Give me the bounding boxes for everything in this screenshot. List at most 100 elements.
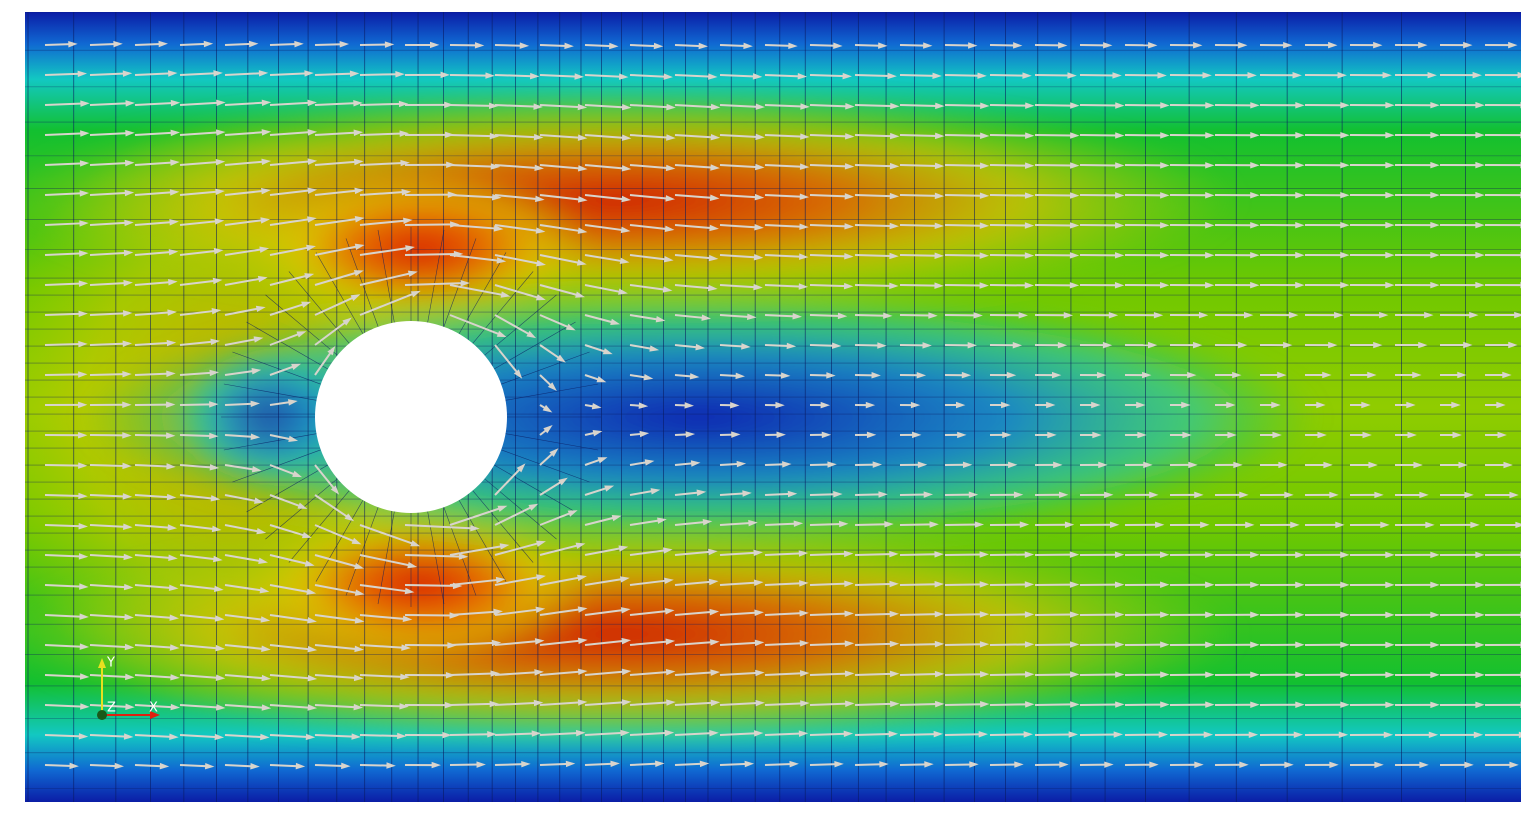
flow-arrow-head (123, 553, 134, 561)
flow-arrow-head (619, 257, 630, 264)
flow-arrow-head (78, 432, 88, 439)
flow-arrow (584, 344, 607, 353)
flow-arrow (629, 104, 669, 109)
flow-arrows (44, 40, 1521, 770)
flow-arrow-head (1412, 371, 1422, 379)
flow-arrow-head (1458, 461, 1468, 469)
flow-arrow-head (1329, 761, 1339, 769)
flow-arrow-head (820, 401, 831, 409)
flow-arrow (89, 674, 128, 679)
flow-arrow-head (123, 583, 134, 591)
flow-arrow (449, 254, 500, 262)
flow-arrow-head (1198, 311, 1209, 319)
flow-arrow-head (890, 102, 900, 110)
flow-arrow-head (1329, 491, 1339, 499)
flow-arrow-head (292, 470, 303, 478)
flow-arrow-head (354, 216, 365, 223)
flow-arrow (764, 74, 801, 78)
flow-arrow (629, 670, 669, 676)
flow-arrow-head (1250, 102, 1260, 109)
flow-arrow-head (957, 431, 967, 439)
flow-arrow-head (1475, 191, 1485, 199)
flow-arrow-head (1295, 221, 1305, 229)
flow-arrow-head (708, 578, 719, 586)
flow-arrow-head (350, 294, 361, 302)
flow-arrow (224, 494, 258, 503)
flow-arrow-head (170, 159, 180, 166)
cylinder (315, 321, 507, 513)
flow-arrow-head (429, 41, 440, 49)
flow-arrow (314, 554, 358, 568)
flow-arrow (809, 134, 848, 138)
flow-arrow-head (1475, 701, 1485, 709)
flow-arrow (44, 312, 81, 316)
flow-arrow (1034, 104, 1073, 107)
flow-arrow (854, 493, 881, 496)
flow-arrow-head (442, 731, 452, 739)
flow-arrow (1034, 164, 1073, 167)
flow-arrow-head (301, 301, 312, 308)
flow-arrow-head (307, 674, 318, 682)
flow-arrow-head (536, 574, 546, 581)
flow-arrow-head (399, 703, 409, 710)
flow-arrow-head (800, 133, 810, 140)
flow-arrow-head (402, 615, 413, 623)
mesh-line (505, 433, 599, 451)
flow-arrow-head (169, 219, 179, 226)
flow-arrow-head (1385, 221, 1395, 229)
flow-arrow (44, 162, 83, 166)
flow-arrow-head (799, 193, 810, 200)
flow-arrow (44, 704, 83, 708)
flow-arrow-head (159, 762, 170, 770)
flow-arrow-head (1059, 491, 1069, 499)
flow-arrow (359, 644, 404, 649)
flow-arrow (899, 643, 938, 646)
flow-arrow-head (170, 129, 181, 137)
flow-arrow-head (306, 244, 316, 252)
flow-arrow-head (1142, 371, 1152, 379)
flow-arrow-head (1250, 192, 1260, 199)
flow-arrow-head (68, 40, 78, 48)
flow-arrow-head (124, 159, 135, 167)
flow-arrow-head (754, 193, 765, 201)
flow-arrow-head (666, 103, 676, 111)
flow-arrow-head (1385, 551, 1395, 559)
flow-arrow-head (1295, 102, 1305, 109)
flow-arrow (719, 194, 758, 199)
flow-arrow-head (168, 279, 178, 286)
flow-arrow (899, 104, 938, 107)
flow-arrow-head (410, 290, 421, 298)
flow-arrow (269, 464, 296, 476)
flow-arrow-head (1517, 71, 1521, 79)
flow-arrow-head (1284, 491, 1294, 499)
flow-arrow (494, 164, 538, 169)
flow-arrow-head (306, 588, 317, 595)
flow-arrow (269, 524, 306, 537)
flow-arrow-head (353, 703, 364, 711)
flow-arrow-head (1419, 761, 1429, 769)
flow-arrow-head (78, 401, 88, 409)
flow-arrow (674, 164, 713, 169)
flow-arrow (179, 704, 219, 709)
flow-arrow (449, 545, 503, 556)
mesh-line (443, 507, 477, 596)
flow-arrow-head (528, 503, 539, 511)
y-axis-head (98, 658, 106, 668)
mesh-line (501, 449, 590, 483)
flow-arrow-head (78, 371, 88, 378)
flow-arrow-head (621, 195, 632, 203)
flow-arrow (359, 272, 412, 286)
flow-arrow (314, 245, 358, 256)
flow-arrow-head (354, 645, 364, 653)
flow-arrow (224, 674, 265, 680)
flow-arrow-head (1114, 581, 1125, 588)
flow-arrow-head (166, 339, 177, 347)
flow-arrow-head (1373, 341, 1383, 349)
flow-arrow-head (591, 403, 602, 410)
flow-arrow-head (405, 245, 415, 252)
flow-arrow-head (1385, 671, 1395, 679)
flow-arrow-head (1430, 551, 1440, 559)
flow-arrow-head (1430, 281, 1440, 289)
flow-arrow (494, 314, 531, 336)
flow-arrow-head (1418, 341, 1428, 349)
